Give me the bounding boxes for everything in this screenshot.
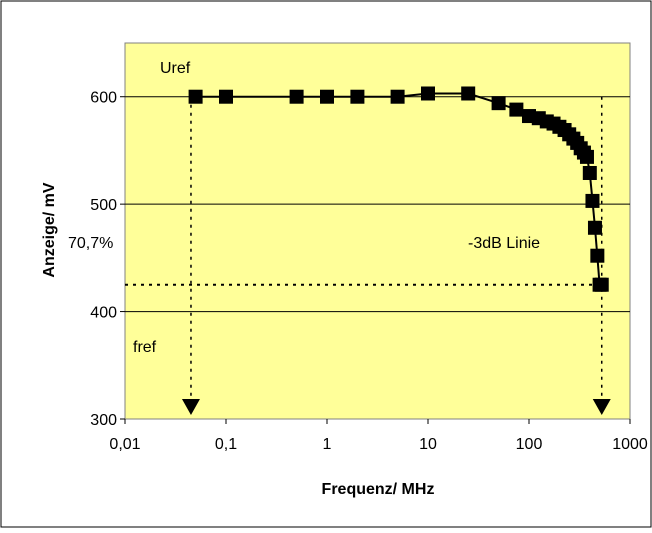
y-tick-label-300: 300 [90,412,117,429]
data-point-0-27 [594,277,609,292]
data-point-0-9 [509,102,524,117]
data-point-0-1 [219,89,233,104]
data-point-0-6 [421,86,435,101]
data-point-0-5 [390,89,405,104]
data-point-0-3 [320,89,334,104]
data-point-0-22 [582,165,597,180]
arrowhead-2 [592,399,611,415]
annotation-fref: fref [133,339,157,356]
y-axis-title: Anzeige/ mV [41,182,58,277]
x-axis-title: Frequenz/ MHz [322,481,435,498]
y-tick-label-500: 500 [90,197,117,214]
y-tick-label-600: 600 [90,90,117,107]
annotation-db-line: -3dB Linie [468,235,540,252]
arrowhead-1 [181,399,200,415]
ticks-group: 300 400 500 600 0,01 0,1 1 10 100 1000 [90,90,648,453]
x-tick-label-100: 100 [516,436,543,453]
data-point-0-2 [289,89,304,104]
data-point-0-21 [579,149,594,164]
y-tick-label-400: 400 [90,305,117,322]
annotation-uref: Uref [160,60,191,77]
x-tick-label-1000: 1000 [612,436,648,453]
data-point-0-24 [587,220,602,235]
data-point-0-4 [350,89,365,104]
data-point-0-25 [590,248,605,263]
plot-area [124,42,631,420]
x-tick-label-0,1: 0,1 [215,436,237,453]
x-tick-label-1: 1 [323,436,332,453]
x-tick-label-10: 10 [419,436,437,453]
data-point-0-7 [461,86,476,101]
data-point-0-8 [491,96,506,111]
annotation-percent: 70,7% [68,235,113,252]
x-tick-label-0,01: 0,01 [109,436,140,453]
data-point-0-0 [188,89,203,104]
data-point-0-23 [585,193,600,208]
series-group [188,86,609,292]
